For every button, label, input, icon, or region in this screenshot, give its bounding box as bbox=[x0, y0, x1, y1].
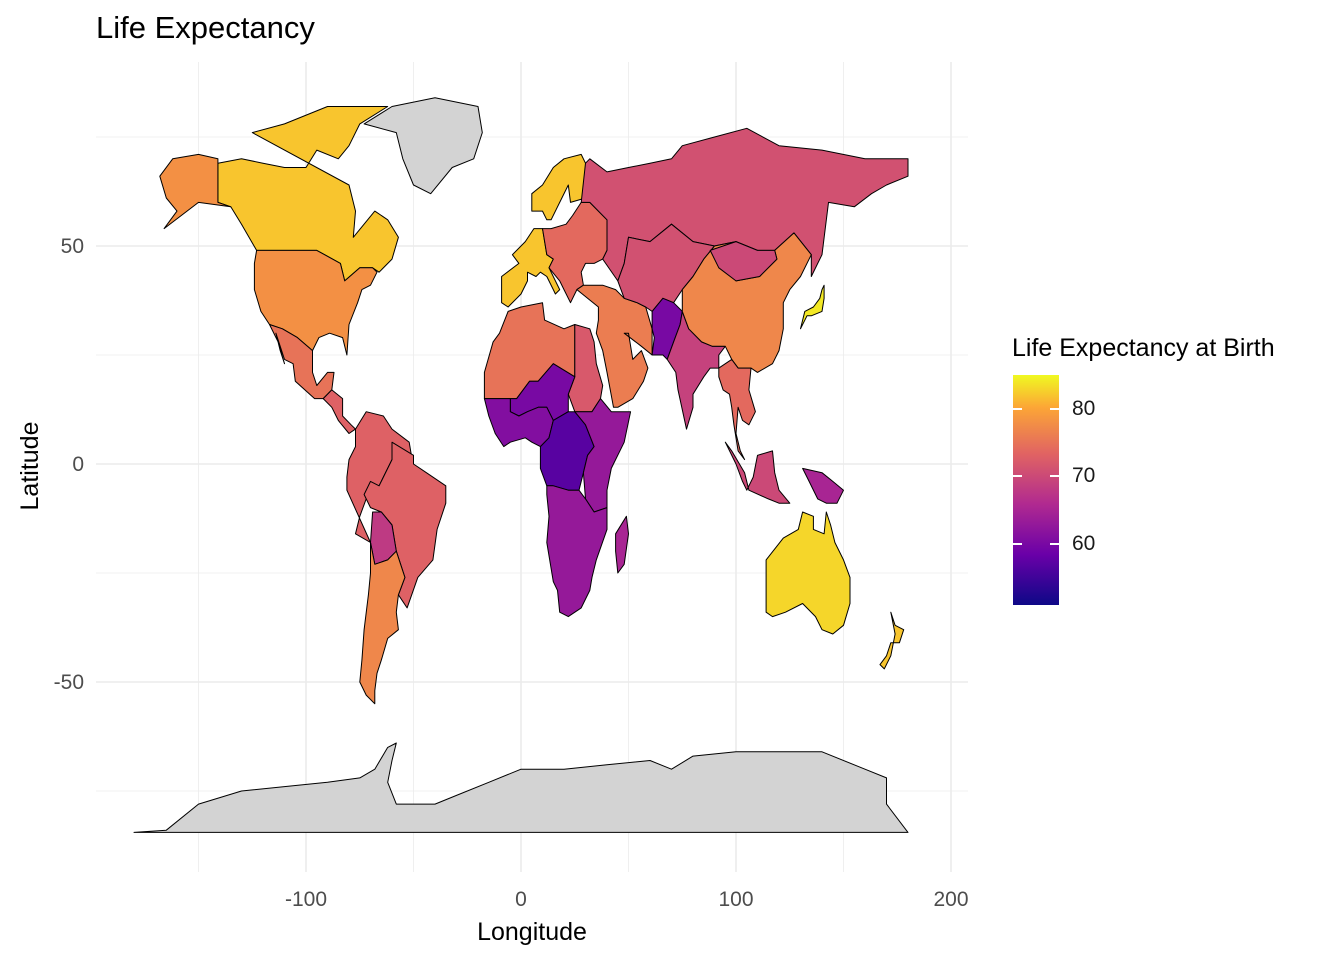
region-united-states bbox=[253, 249, 378, 356]
legend-tick-mark bbox=[1013, 543, 1022, 546]
legend-tick-label: 80 bbox=[1072, 396, 1096, 420]
region-australia bbox=[765, 511, 851, 635]
legend-tick-mark bbox=[1050, 475, 1059, 478]
region-antarctica bbox=[133, 742, 909, 833]
x-axis-ticks: -100 0 100 200 bbox=[285, 888, 969, 911]
region-southern-africa bbox=[546, 485, 608, 618]
x-axis-title: Longitude bbox=[477, 918, 587, 946]
region-japan bbox=[800, 284, 825, 330]
region-greenland bbox=[363, 97, 483, 195]
y-axis-ticks: 50 0 -50 bbox=[54, 235, 84, 694]
legend-tick-label: 60 bbox=[1072, 532, 1096, 556]
region-new-zealand bbox=[879, 611, 905, 670]
x-tick-label: -100 bbox=[285, 888, 327, 911]
region-southeast-asia bbox=[718, 358, 756, 461]
region-central-america bbox=[322, 389, 356, 434]
legend-tick-mark bbox=[1050, 543, 1059, 546]
region-india bbox=[666, 310, 726, 430]
chart-title: Life Expectancy bbox=[96, 10, 315, 45]
region-western-europe bbox=[501, 228, 561, 308]
region-madagascar bbox=[615, 515, 629, 574]
legend-tick-mark bbox=[1013, 407, 1022, 410]
y-tick-label: 50 bbox=[61, 235, 84, 258]
y-tick-label: -50 bbox=[54, 671, 84, 694]
legend-tick-label: 70 bbox=[1072, 464, 1096, 488]
x-tick-label: 0 bbox=[515, 888, 527, 911]
region-argentina bbox=[359, 542, 406, 705]
region-mongolia bbox=[709, 241, 778, 282]
x-tick-label: 100 bbox=[718, 888, 753, 911]
legend-tick-mark bbox=[1050, 407, 1059, 410]
country-regions bbox=[133, 97, 909, 833]
region-alaska bbox=[159, 153, 232, 230]
y-tick-label: 0 bbox=[72, 453, 84, 476]
legend-tick-mark bbox=[1013, 475, 1022, 478]
x-tick-label: 200 bbox=[933, 888, 968, 911]
region-eastern-europe bbox=[542, 201, 608, 304]
y-axis-title: Latitude bbox=[16, 422, 44, 511]
region-indonesia bbox=[724, 441, 791, 504]
legend-title: Life Expectancy at Birth bbox=[1012, 334, 1275, 362]
legend-colorbar bbox=[1013, 375, 1059, 605]
region-papua-new-guinea bbox=[802, 467, 844, 504]
